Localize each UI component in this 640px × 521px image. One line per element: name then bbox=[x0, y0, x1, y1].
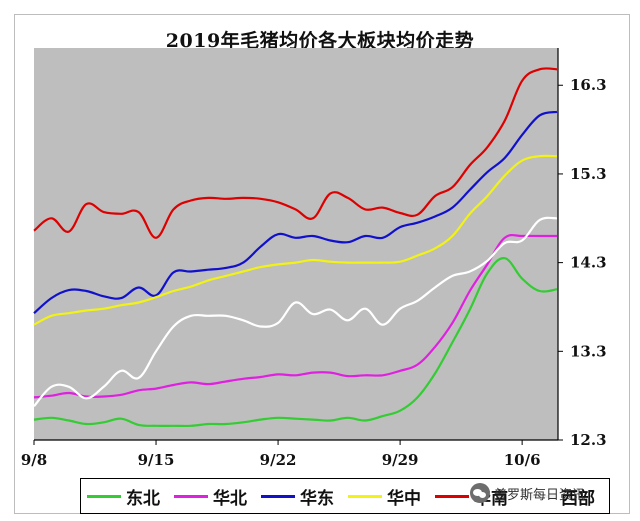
wechat-icon bbox=[470, 483, 490, 503]
watermark: 普罗斯每日资讯 bbox=[470, 478, 585, 508]
legend-label: 东北 bbox=[126, 488, 160, 509]
legend-label: 华中 bbox=[387, 488, 421, 509]
legend-swatch bbox=[348, 494, 382, 498]
series-line-3 bbox=[33, 154, 558, 326]
legend-item-2: 华东 bbox=[261, 484, 334, 509]
y-tick-label: 15.3 bbox=[570, 165, 607, 183]
legend-swatch bbox=[435, 494, 469, 498]
series-line-5 bbox=[33, 216, 558, 408]
legend-label: 西部 bbox=[561, 488, 595, 509]
series-line-2 bbox=[33, 110, 558, 315]
x-tick-label: 9/22 bbox=[260, 451, 297, 469]
legend-swatch bbox=[522, 494, 556, 498]
legend-swatch bbox=[261, 494, 295, 498]
x-tick-label: 9/8 bbox=[21, 451, 47, 469]
chart-title: 2019年毛猪均价各大板块均价走势 bbox=[165, 30, 475, 52]
x-tick-label: 9/29 bbox=[382, 451, 419, 469]
legend-item-3: 华中 bbox=[348, 484, 421, 509]
y-tick-label: 16.3 bbox=[570, 76, 607, 94]
x-tick-label: 10/6 bbox=[504, 451, 541, 469]
y-tick-label: 12.3 bbox=[570, 431, 607, 449]
series-line-0 bbox=[33, 257, 558, 428]
y-tick-label: 14.3 bbox=[570, 254, 607, 272]
legend-item-1: 华北 bbox=[174, 484, 247, 509]
watermark-text: 普罗斯每日资讯 bbox=[494, 487, 586, 503]
legend-swatch bbox=[174, 494, 208, 498]
series-line-1 bbox=[33, 233, 557, 399]
legend-item-5: 西部 bbox=[522, 484, 595, 509]
legend: 东北 华北 华东 华中 华南 西部 bbox=[80, 478, 610, 514]
legend-label: 华北 bbox=[213, 488, 247, 509]
x-tick-label: 9/15 bbox=[138, 451, 175, 469]
y-tick-label: 13.3 bbox=[570, 342, 607, 360]
series-line-4 bbox=[33, 67, 558, 239]
legend-item-0: 东北 bbox=[87, 484, 160, 509]
legend-swatch bbox=[87, 494, 121, 498]
plot-area bbox=[34, 48, 558, 440]
legend-label: 华东 bbox=[300, 488, 334, 509]
